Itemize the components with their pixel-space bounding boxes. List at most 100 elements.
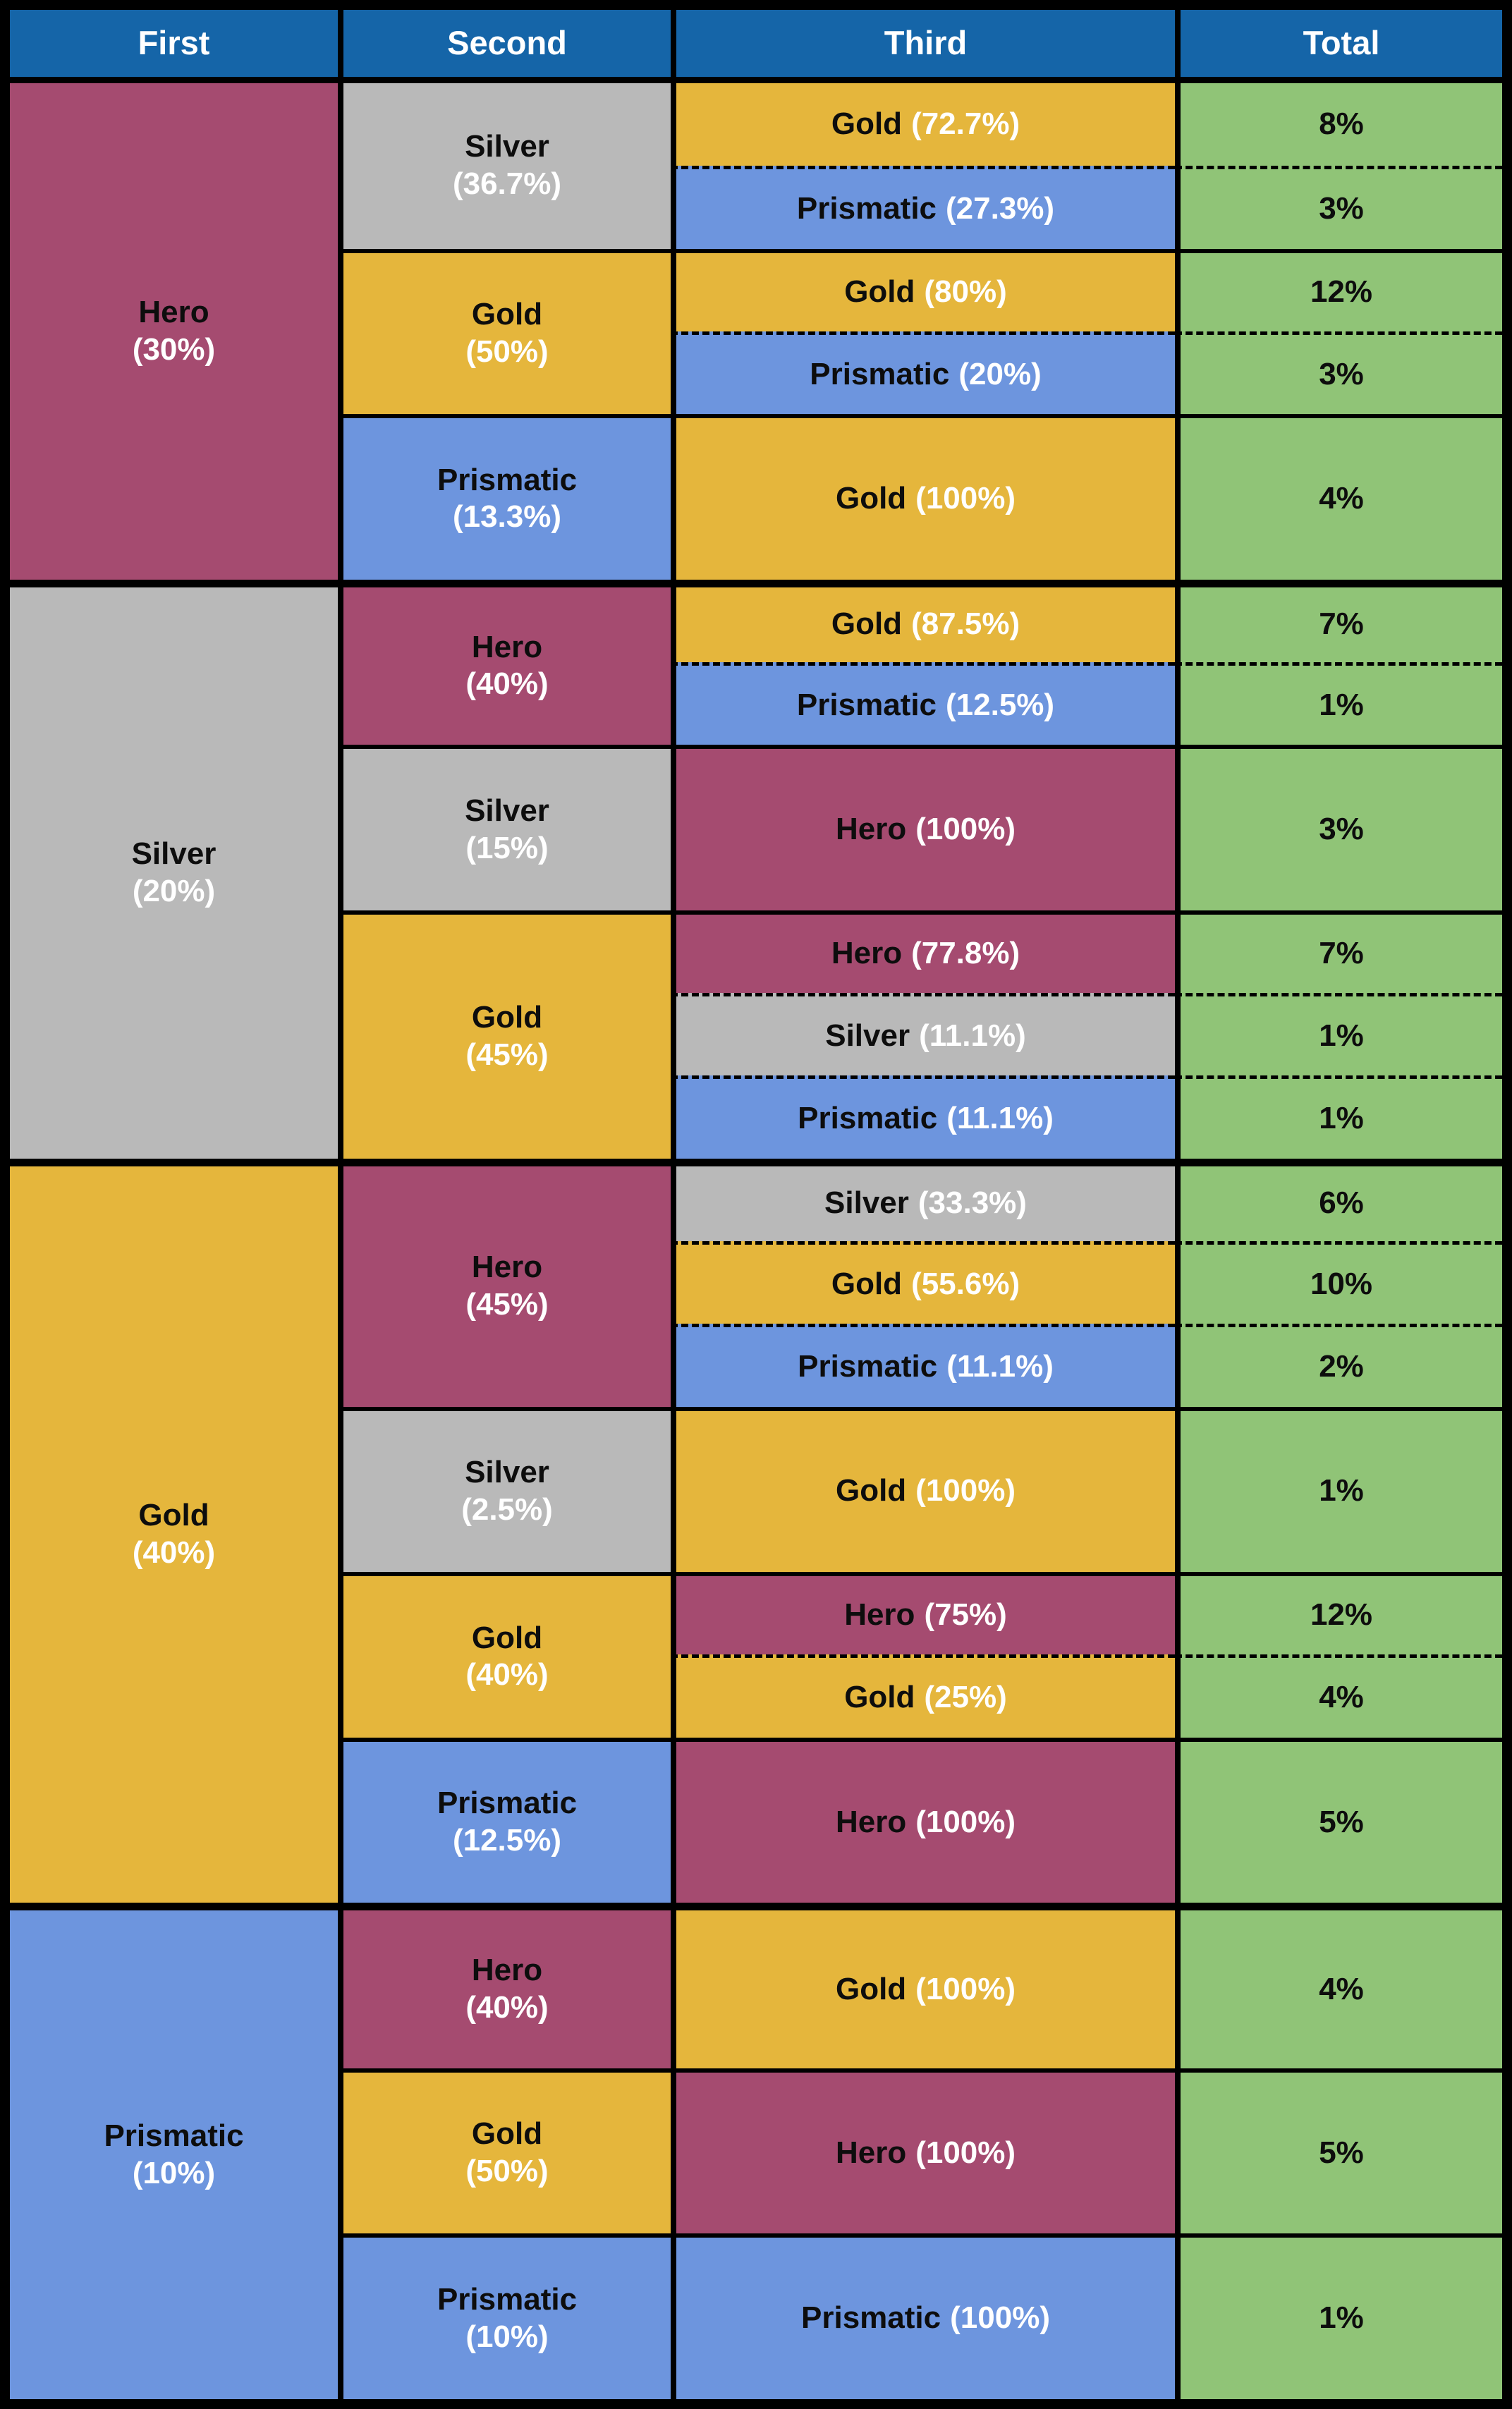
third-cell-gold: Gold (100%) xyxy=(671,1903,1175,2068)
tier-name-label: Silver xyxy=(465,793,549,828)
second-cell-gold: Gold (40%) xyxy=(338,1572,671,1738)
outcome-pct-label: (100%) xyxy=(915,1804,1016,1839)
tier-pct-label: (50%) xyxy=(465,2154,549,2189)
tier-pct-label: (15%) xyxy=(465,830,549,865)
outcome-name-label: Silver xyxy=(824,1185,909,1221)
second-cell-prismatic: Prismatic (10%) xyxy=(338,2233,671,2399)
tier-name-label: Hero xyxy=(471,629,543,664)
header-label-third: Third xyxy=(884,24,968,62)
total-cell: 12% xyxy=(1175,1572,1502,1655)
outcome-pct-label: (100%) xyxy=(915,1971,1016,2006)
outcome-name-label: Hero xyxy=(844,1597,915,1633)
outcome-pct-label: (11.1%) xyxy=(946,1101,1054,1136)
tier-pct-label: (2.5%) xyxy=(461,1492,553,1527)
third-cell-hero: Hero (100%) xyxy=(671,1737,1175,1903)
outcome-pct-label: (27.3%) xyxy=(946,191,1055,226)
total-cell: 5% xyxy=(1175,2068,1502,2234)
tier-pct-label: (10%) xyxy=(132,2155,216,2190)
third-cell-gold: Gold (100%) xyxy=(671,1406,1175,1573)
header-cell-first: First xyxy=(10,10,338,83)
outcome-pct-label: (100%) xyxy=(950,2300,1050,2336)
total-value-label: 1% xyxy=(1319,687,1364,722)
second-cell-prismatic: Prismatic (13.3%) xyxy=(338,414,671,580)
total-cell: 4% xyxy=(1175,1654,1502,1738)
tier-pct-label: (12.5%) xyxy=(452,1822,562,1858)
tier-name-label: Prismatic xyxy=(437,2281,578,2317)
total-cell: 1% xyxy=(1175,2233,1502,2399)
second-cell-silver: Silver (15%) xyxy=(338,745,671,910)
outcome-name-label: Hero xyxy=(835,2135,907,2170)
total-value-label: 1% xyxy=(1319,1473,1364,1508)
header-cell-third: Third xyxy=(671,10,1175,83)
tier-name-label: Gold xyxy=(471,1620,543,1655)
third-cell-gold: Gold (87.5%) xyxy=(671,579,1175,662)
third-cell-hero: Hero (77.8%) xyxy=(671,910,1175,994)
third-cell-hero: Hero (100%) xyxy=(671,2068,1175,2234)
third-cell-hero: Hero (100%) xyxy=(671,745,1175,910)
tier-pct-label: (40%) xyxy=(132,1535,216,1570)
third-cell-gold: Gold (55.6%) xyxy=(671,1240,1175,1324)
tier-name-label: Hero xyxy=(471,1953,543,1988)
total-cell: 4% xyxy=(1175,414,1502,580)
total-value-label: 5% xyxy=(1319,1804,1364,1839)
third-cell-gold: Gold (72.7%) xyxy=(671,83,1175,166)
outcome-name-label: Silver xyxy=(825,1018,910,1053)
outcome-name-label: Prismatic xyxy=(810,356,950,391)
total-cell: 12% xyxy=(1175,248,1502,331)
total-value-label: 5% xyxy=(1319,2135,1364,2170)
outcome-pct-label: (100%) xyxy=(915,812,1016,847)
second-cell-prismatic: Prismatic (12.5%) xyxy=(338,1737,671,1903)
tier-pct-label: (10%) xyxy=(465,2319,549,2354)
third-cell-silver: Silver (33.3%) xyxy=(671,1158,1175,1241)
tier-name-label: Silver xyxy=(465,1455,549,1490)
total-cell: 1% xyxy=(1175,1075,1502,1159)
tier-name-label: Hero xyxy=(471,1250,543,1285)
total-value-label: 4% xyxy=(1319,1971,1364,2006)
outcome-pct-label: (20%) xyxy=(958,356,1042,391)
total-value-label: 1% xyxy=(1319,1018,1364,1053)
first-cell-prismatic: Prismatic (10%) xyxy=(10,1903,338,2399)
first-cell-gold: Gold (40%) xyxy=(10,1158,338,1903)
tier-name-label: Gold xyxy=(138,1498,209,1533)
outcome-pct-label: (55.6%) xyxy=(911,1266,1020,1301)
tier-name-label: Gold xyxy=(471,999,543,1035)
outcome-name-label: Prismatic xyxy=(798,1349,938,1384)
outcome-name-label: Prismatic xyxy=(796,687,937,722)
outcome-pct-label: (33.3%) xyxy=(917,1185,1027,1221)
second-cell-silver: Silver (2.5%) xyxy=(338,1406,671,1573)
second-cell-gold: Gold (50%) xyxy=(338,2068,671,2234)
third-cell-gold: Gold (80%) xyxy=(671,248,1175,331)
total-value-label: 8% xyxy=(1319,106,1364,142)
tier-name-label: Silver xyxy=(465,129,549,164)
outcome-pct-label: (77.8%) xyxy=(911,936,1020,971)
second-cell-hero: Hero (40%) xyxy=(338,1903,671,2068)
total-cell: 8% xyxy=(1175,83,1502,166)
outcome-name-label: Gold xyxy=(835,1473,907,1508)
third-cell-gold: Gold (100%) xyxy=(671,414,1175,580)
outcome-name-label: Gold xyxy=(835,481,907,516)
third-cell-silver: Silver (11.1%) xyxy=(671,993,1175,1076)
total-cell: 1% xyxy=(1175,993,1502,1076)
outcome-name-label: Prismatic xyxy=(796,191,937,226)
tier-name-label: Prismatic xyxy=(437,462,578,497)
outcome-pct-label: (80%) xyxy=(924,274,1007,309)
outcome-pct-label: (75%) xyxy=(924,1597,1007,1633)
tier-pct-label: (40%) xyxy=(465,1990,549,2025)
tier-pct-label: (20%) xyxy=(132,873,216,908)
total-value-label: 10% xyxy=(1310,1266,1373,1301)
third-cell-gold: Gold (25%) xyxy=(671,1654,1175,1738)
total-value-label: 2% xyxy=(1319,1349,1364,1384)
tier-name-label: Prismatic xyxy=(437,1786,578,1821)
third-cell-prismatic: Prismatic (11.1%) xyxy=(671,1075,1175,1159)
total-value-label: 3% xyxy=(1319,356,1364,391)
tier-pct-label: (50%) xyxy=(465,334,549,369)
header-cell-total: Total xyxy=(1175,10,1502,83)
second-cell-gold: Gold (45%) xyxy=(338,910,671,1159)
tier-name-label: Silver xyxy=(131,836,217,871)
outcome-pct-label: (100%) xyxy=(915,481,1016,516)
tier-pct-label: (13.3%) xyxy=(452,499,562,535)
total-value-label: 7% xyxy=(1319,606,1364,642)
third-cell-prismatic: Prismatic (12.5%) xyxy=(671,661,1175,745)
total-cell: 2% xyxy=(1175,1324,1502,1407)
